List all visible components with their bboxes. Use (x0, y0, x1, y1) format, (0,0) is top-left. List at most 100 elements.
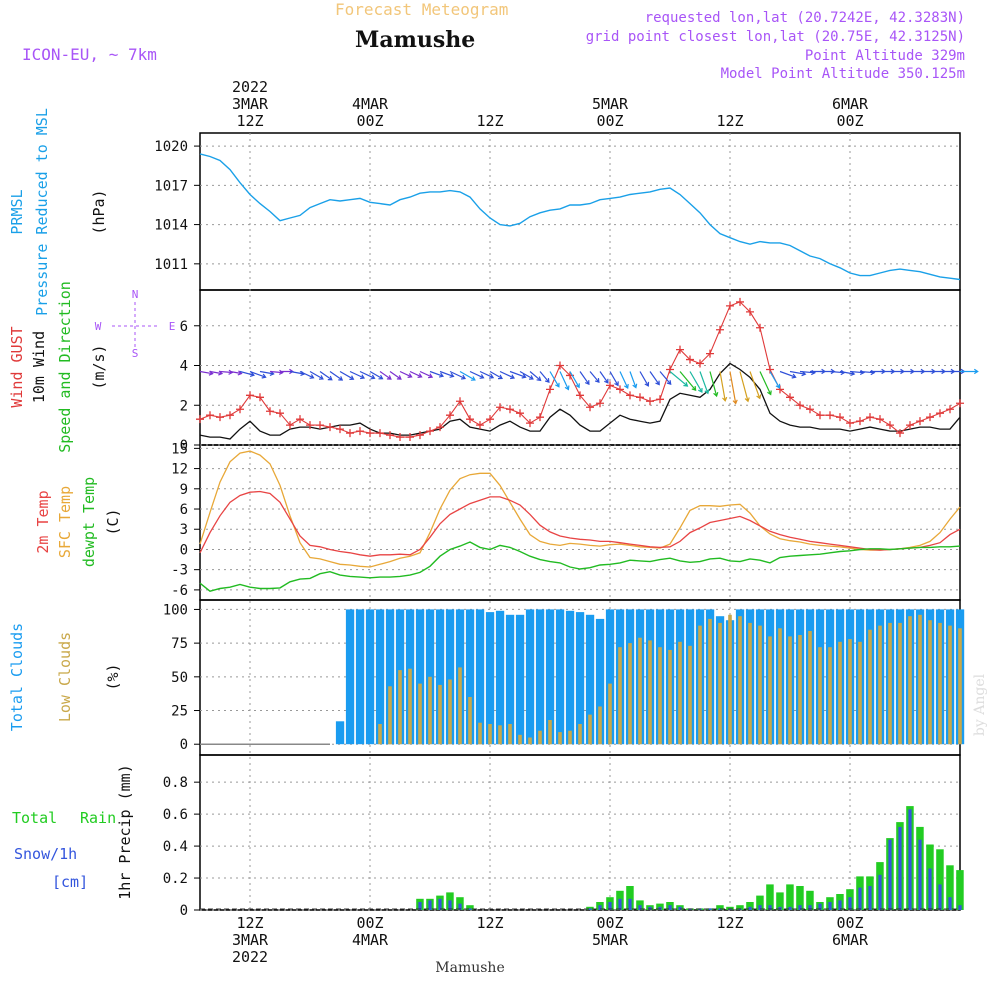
pressure-y-tick-label: 1011 (154, 257, 188, 273)
clouds-y-tick-label: 50 (171, 670, 188, 686)
wind-direction-arrow (469, 370, 485, 379)
clouds-unit-label: (%) (104, 663, 122, 690)
bottom-time-tick-label: 00Z (836, 914, 863, 932)
low-clouds-bar (408, 668, 412, 745)
temp-y-tick-label: 3 (180, 522, 188, 538)
low-clouds-label: Low Clouds (56, 632, 74, 722)
wind-direction-arrow (399, 370, 413, 378)
low-clouds-bar (698, 625, 702, 745)
wind-unit-label: (m/s) (90, 344, 108, 389)
wind-direction-arrow (769, 371, 781, 389)
wind-gust-point (476, 421, 484, 430)
rain-bar (756, 895, 764, 910)
snow-bar (808, 905, 812, 910)
wind-gust-point (756, 323, 764, 332)
wind-gust-point (626, 391, 634, 400)
snow-bar (878, 874, 882, 910)
snow-bar (798, 905, 802, 910)
temp-unit-label: (C) (104, 508, 122, 535)
wind-direction-arrow (709, 371, 719, 398)
wind-gust-point (796, 401, 804, 410)
wind-gust-point (376, 429, 384, 438)
y-tick-labels: 10111014101710200246-6-30369121502550751… (154, 139, 188, 919)
wind-gust-point (346, 429, 354, 438)
wind-gust-point (696, 359, 704, 368)
total-clouds-bar (355, 609, 365, 745)
clouds-y-tick-label: 75 (171, 636, 188, 652)
wind-direction-arrow (239, 370, 255, 377)
wind-gust-point (256, 393, 264, 402)
total-clouds-bar (385, 609, 395, 745)
model-altitude: Model Point Altitude 350.125m (721, 66, 965, 82)
low-clouds-bar (598, 706, 602, 745)
dewpt-label: dewpt Temp (80, 477, 98, 567)
wind-gust-point (786, 393, 794, 402)
wind-gust-label: Wind GUST (8, 326, 26, 407)
wind-direction-arrow (539, 371, 550, 383)
snow-unit-label: [cm] (52, 873, 88, 891)
total-clouds-bar (435, 609, 445, 745)
wind-gust-point (486, 415, 494, 424)
bottom-time-tick-label: 6MAR (832, 931, 869, 949)
temp-y-tick-label: -6 (171, 583, 188, 599)
low-clouds-bar (618, 647, 622, 745)
low-clouds-bar (528, 737, 532, 745)
wind-gust-point (396, 433, 404, 442)
wind-direction-arrow (659, 371, 672, 386)
wind-direction-arrow (349, 370, 366, 380)
top-time-tick-label: 5MAR (592, 95, 629, 113)
precip-unit-label: 1hr Precip (mm) (116, 764, 134, 899)
wind-gust-point (466, 415, 474, 424)
snow-bar (858, 887, 862, 910)
low-clouds-bar (778, 628, 782, 745)
requested-coords: requested lon,lat (20.7242E, 42.3283N) (645, 10, 965, 26)
dewpt-line (199, 541, 961, 592)
low-clouds-bar (748, 622, 752, 745)
wind-gust-point (386, 431, 394, 440)
low-clouds-bar (638, 637, 642, 745)
wind-gust-point (806, 405, 814, 414)
wind-direction-arrow (219, 369, 234, 375)
wind-gust-point (546, 385, 554, 394)
wind-direction-arrow (379, 371, 392, 380)
snow-bar (418, 902, 422, 910)
wind-gust-point (426, 427, 434, 436)
watermark: by Angel (972, 673, 988, 736)
snow-bar (868, 886, 872, 910)
snow-bar (618, 898, 622, 910)
clouds-y-tick-label: 25 (171, 704, 188, 720)
wind-direction-arrow (509, 370, 527, 379)
wind-gust-point (266, 407, 274, 416)
wind-direction-arrow (599, 371, 609, 384)
bottom-time-tick-label: 3MAR (232, 931, 269, 949)
wind-gust-point (556, 361, 564, 370)
wind-direction-arrow (960, 368, 979, 375)
total-clouds-bar (365, 609, 375, 745)
top-time-tick-label: 00Z (596, 112, 623, 130)
top-time-tick-label: 12Z (716, 112, 743, 130)
low-clouds-bar (488, 724, 492, 745)
snow-bar (588, 908, 592, 910)
wind-direction-arrow (559, 371, 570, 391)
wind-gust-point (316, 421, 324, 430)
wind-gust-point (246, 391, 254, 400)
total-clouds-bar (595, 618, 605, 745)
wind-direction-arrow (499, 370, 516, 380)
clouds-y-tick-label: 0 (180, 737, 188, 753)
wind-gust-point (596, 399, 604, 408)
wind-gust-point (726, 301, 734, 310)
snow-bar (708, 908, 712, 910)
wind-direction-arrow (329, 371, 344, 381)
low-clouds-bar (908, 616, 912, 745)
wind-direction-arrow (569, 371, 580, 389)
snow-bar (848, 897, 852, 910)
low-clouds-bar (628, 643, 632, 745)
wind-direction-arrow (679, 371, 697, 391)
snow-bar (468, 908, 472, 910)
low-clouds-bar (518, 734, 522, 745)
snow-bar (778, 906, 782, 910)
total-clouds-bar (465, 609, 475, 745)
snow-bar (748, 906, 752, 910)
